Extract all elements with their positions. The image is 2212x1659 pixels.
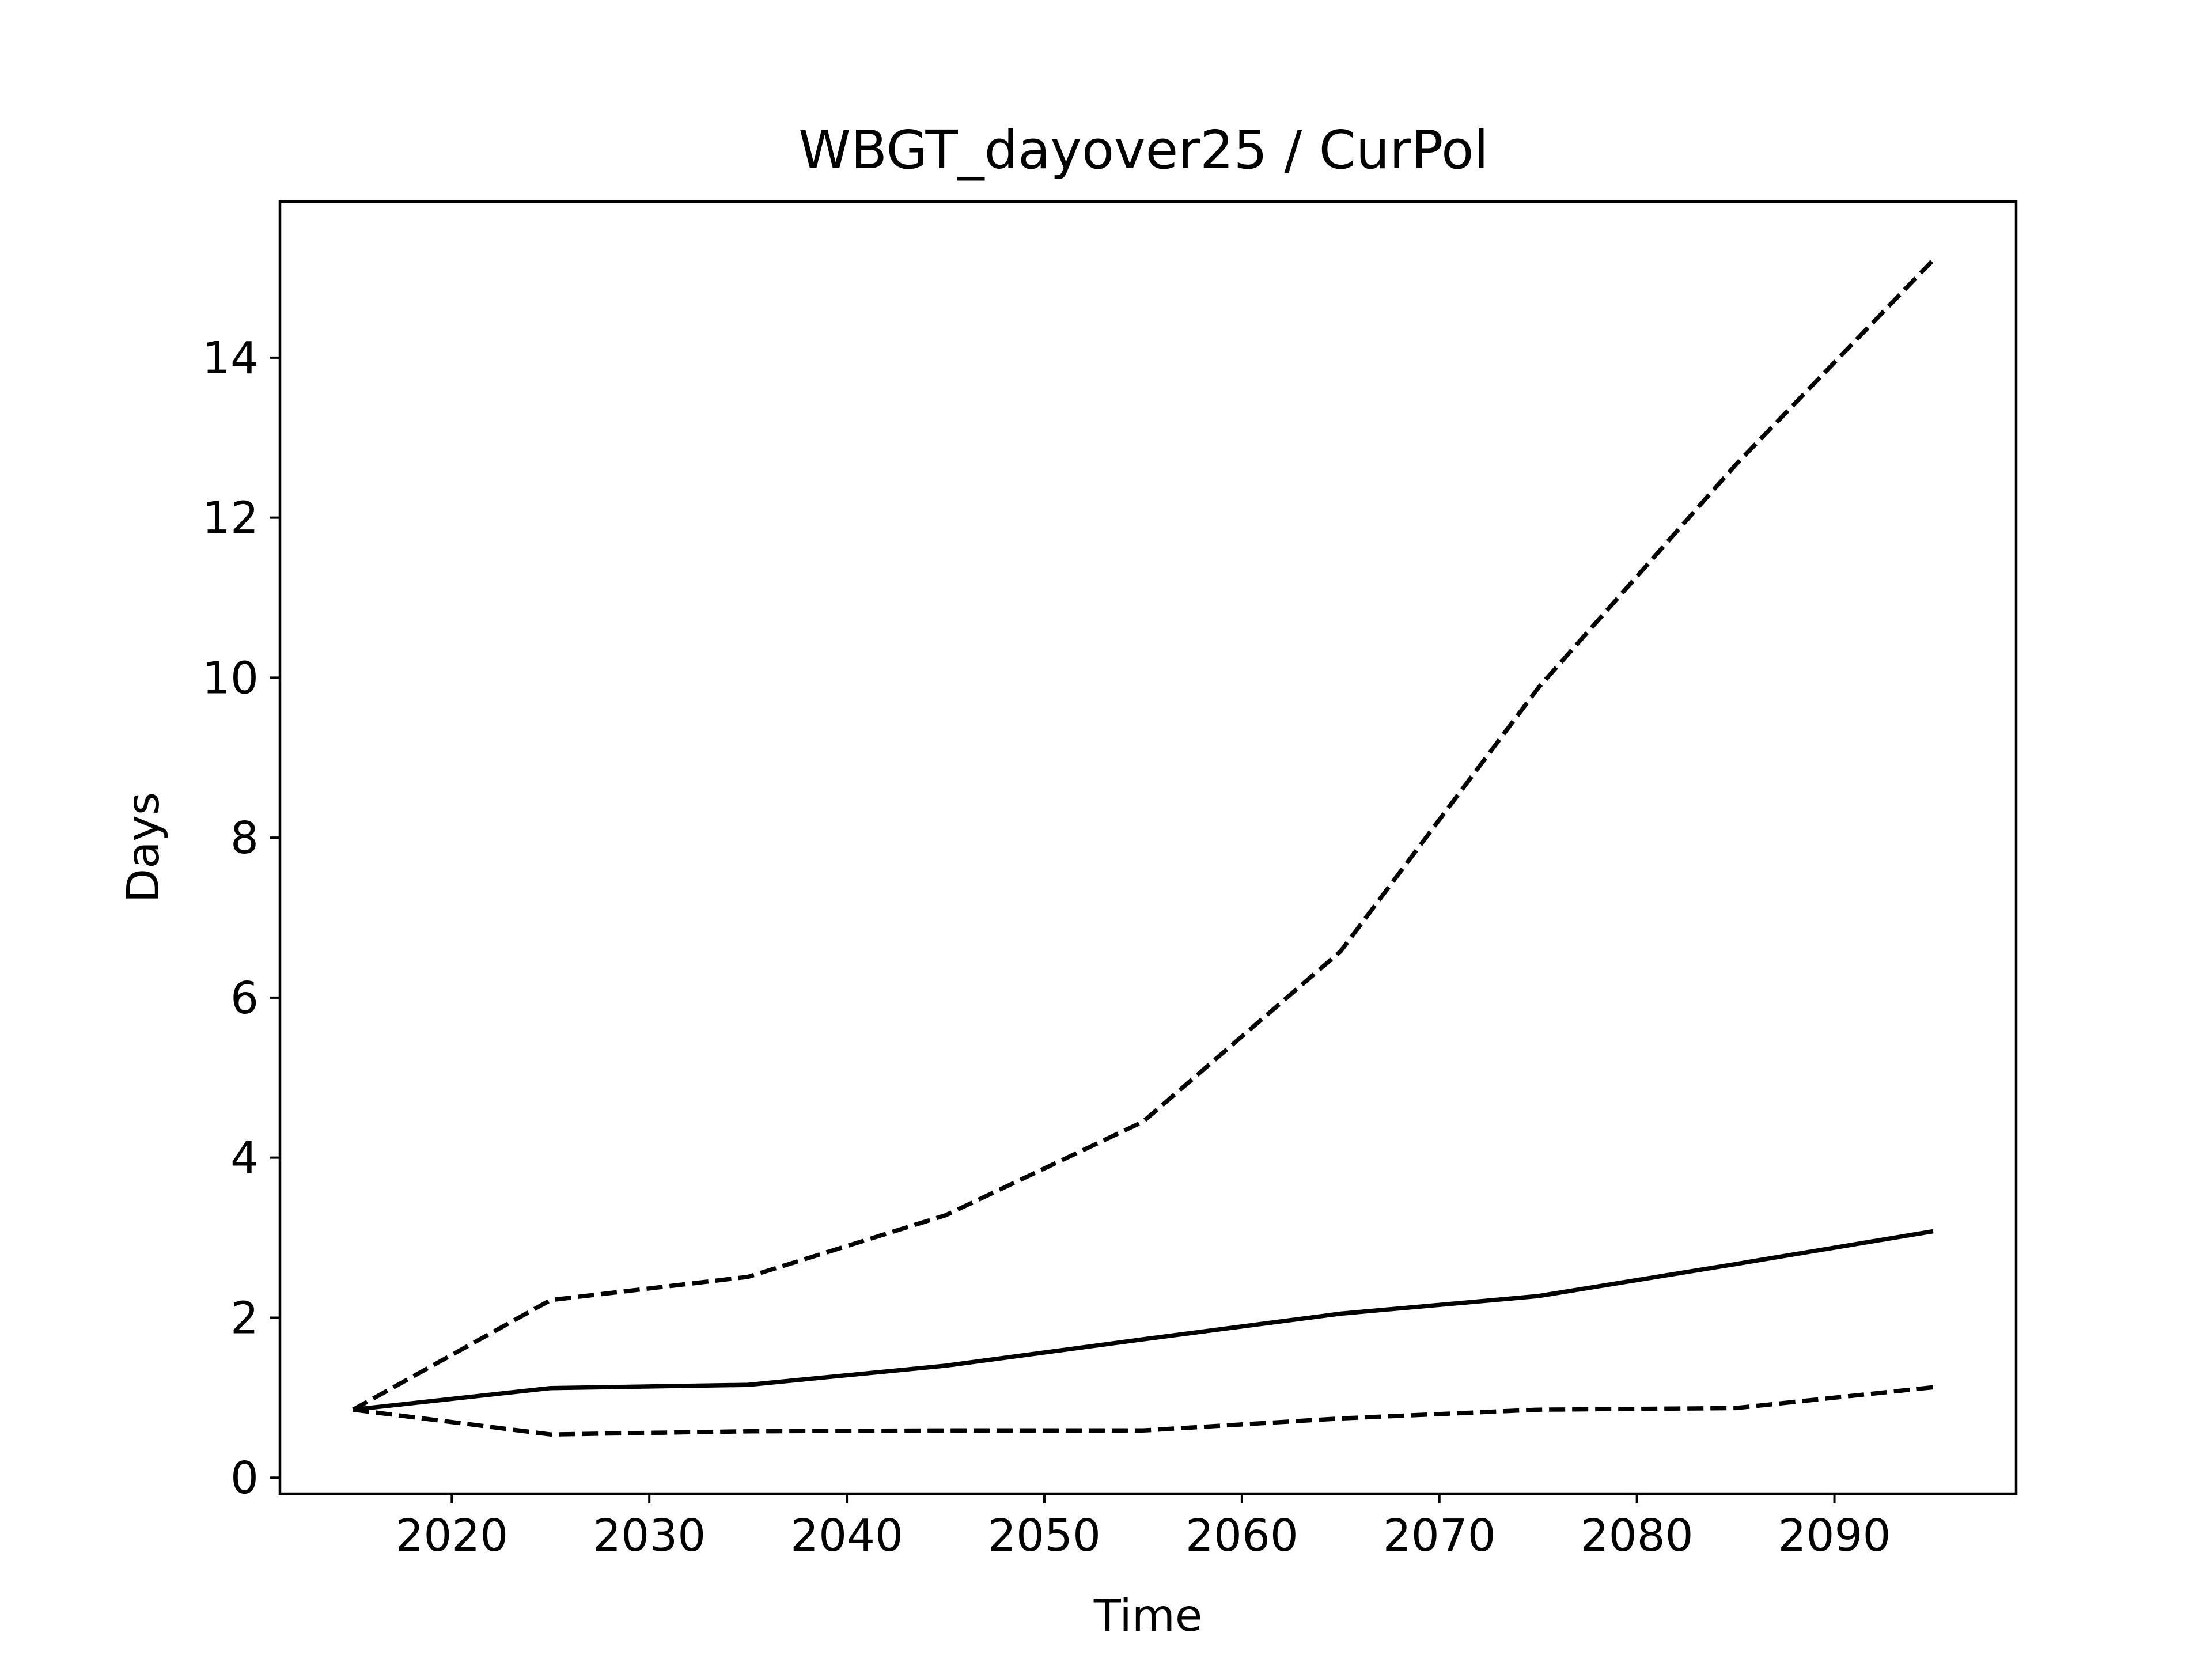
y-tick-label: 8: [230, 813, 259, 864]
x-axis-label: Time: [1093, 1590, 1202, 1642]
y-tick-label: 0: [230, 1453, 259, 1504]
y-tick-label: 4: [230, 1133, 259, 1184]
y-tick-label: 6: [230, 973, 259, 1024]
y-tick-label: 10: [202, 653, 259, 704]
x-tick-label: 2090: [1778, 1510, 1891, 1562]
x-tick-label: 2020: [395, 1510, 508, 1562]
y-tick-label: 2: [230, 1293, 259, 1344]
x-tick-label: 2050: [988, 1510, 1101, 1562]
x-tick-label: 2070: [1383, 1510, 1496, 1562]
y-axis: 0 2 4 6 8 10 12 14: [202, 333, 280, 1504]
x-axis: 2020 2030 2040 2050 2060 2070 2080 2090: [395, 1494, 1891, 1562]
series-line-3: [353, 1385, 1934, 1437]
series-line-1: [353, 1229, 1934, 1412]
y-tick-label: 14: [202, 333, 259, 384]
x-tick-label: 2080: [1581, 1510, 1694, 1562]
x-tick-label: 2030: [593, 1510, 706, 1562]
x-tick-label: 2040: [790, 1510, 903, 1562]
chart-title: WBGT_dayover25 / CurPol: [798, 119, 1488, 181]
y-tick-label: 12: [202, 493, 259, 544]
y-axis-label: Days: [118, 792, 169, 903]
series-layer: [352, 258, 1935, 1437]
x-tick-label: 2060: [1185, 1510, 1298, 1562]
plot-frame: [278, 200, 2018, 1495]
series-line-2: [352, 258, 1935, 1412]
